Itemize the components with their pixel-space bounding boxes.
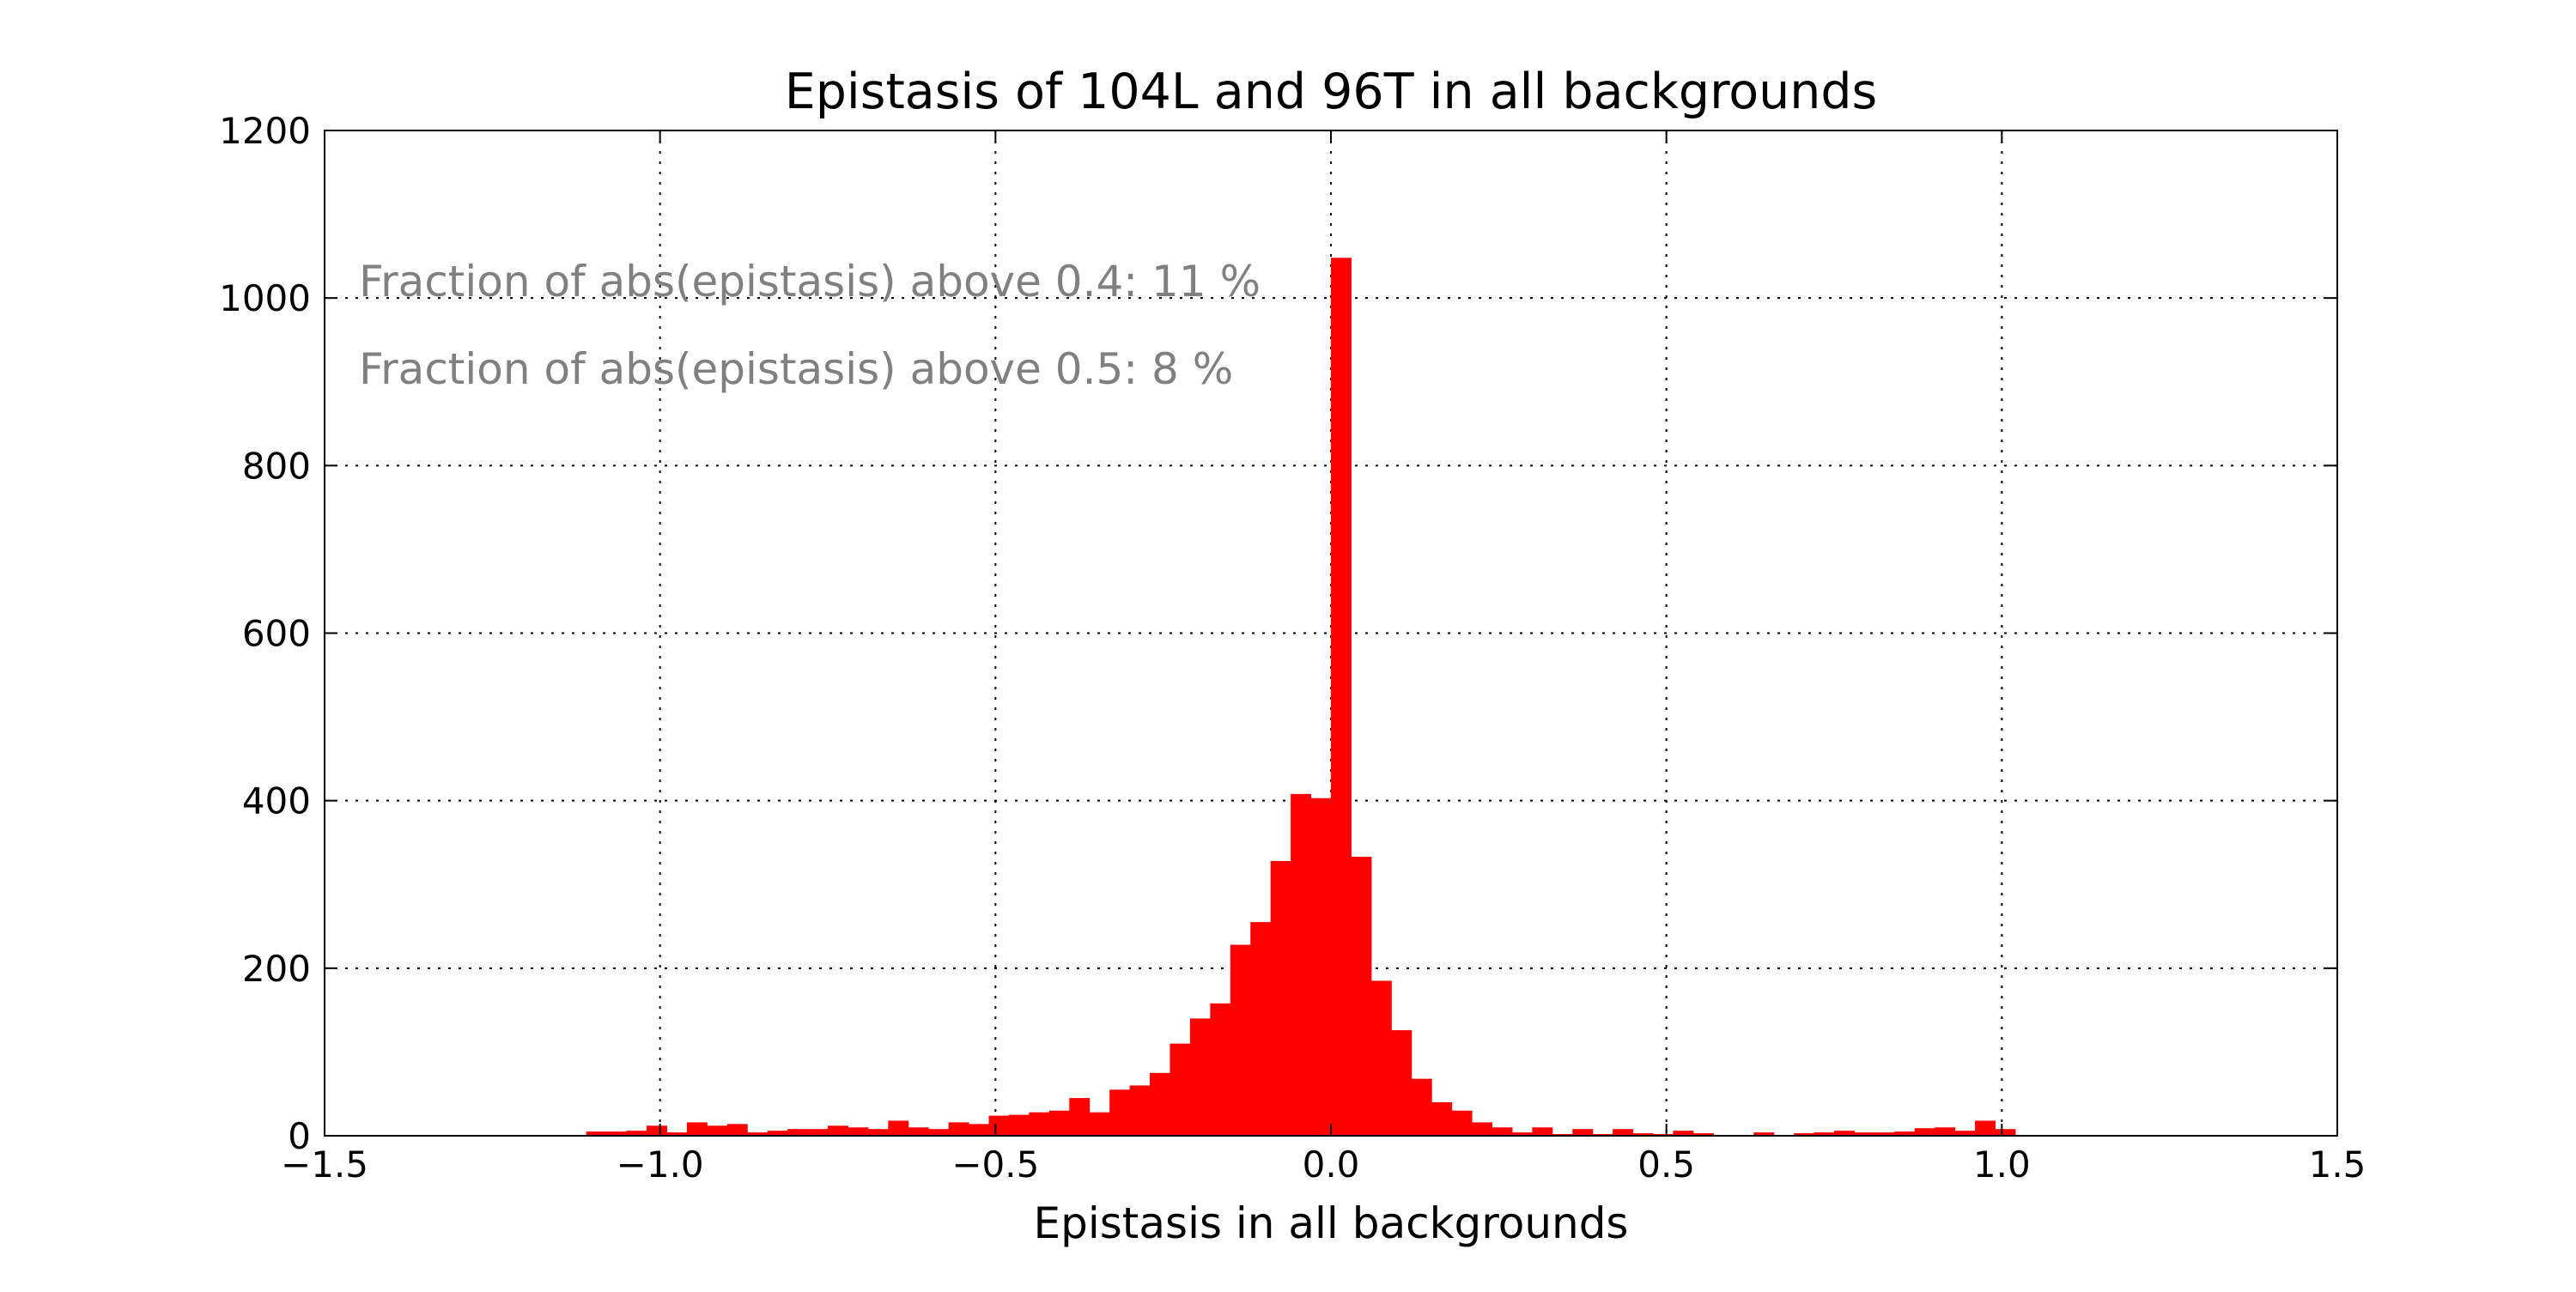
histogram-bar-44 [1472, 1122, 1493, 1136]
histogram-bar-69 [1975, 1120, 1996, 1136]
histogram-bar-67 [1935, 1127, 1956, 1136]
histogram-bar-4 [666, 1132, 688, 1136]
histogram-bar-65 [1894, 1131, 1916, 1136]
histogram-bar-2 [626, 1131, 647, 1136]
y-tick-label-0: 0 [288, 1115, 311, 1157]
x-tick-label-3: 0.0 [1303, 1143, 1360, 1186]
histogram-bar-33 [1250, 922, 1272, 1136]
histogram-bar-3 [647, 1125, 667, 1136]
x-tick-label-5: 1.0 [1973, 1143, 2031, 1186]
histogram-bar-54 [1673, 1131, 1694, 1136]
histogram-bar-35 [1291, 793, 1312, 1136]
histogram-bar-6 [707, 1125, 728, 1136]
histogram-bar-61 [1814, 1132, 1835, 1136]
histogram-bar-16 [908, 1127, 929, 1136]
histogram-bar-13 [848, 1127, 869, 1136]
histogram-bar-58 [1753, 1132, 1775, 1136]
x-tick-label-1: −1.0 [617, 1143, 704, 1186]
histogram-bar-19 [969, 1124, 990, 1136]
histogram-bar-25 [1089, 1112, 1110, 1136]
y-tick-label-1: 200 [242, 948, 311, 990]
histogram-bar-42 [1431, 1101, 1453, 1136]
histogram-bar-34 [1270, 860, 1291, 1136]
annotation-fraction-above-0-5: Fraction of abs(epistasis) above 0.5: 8 … [359, 344, 1233, 394]
histogram-bar-47 [1532, 1127, 1553, 1136]
histogram-bar-32 [1230, 944, 1251, 1136]
histogram-bar-36 [1310, 798, 1332, 1136]
x-tick-label-6: 1.5 [2309, 1143, 2366, 1186]
histogram-bar-10 [787, 1129, 809, 1136]
histogram-bar-26 [1109, 1089, 1131, 1136]
histogram-bar-30 [1189, 1018, 1211, 1136]
histogram-bar-18 [948, 1122, 969, 1136]
histogram-bar-39 [1370, 980, 1392, 1136]
histogram-bar-20 [988, 1115, 1010, 1136]
histogram-bar-45 [1492, 1127, 1513, 1136]
histogram-bar-7 [726, 1124, 748, 1136]
histogram-bar-31 [1210, 1003, 1231, 1136]
x-tick-label-4: 0.5 [1637, 1143, 1695, 1186]
histogram-bar-64 [1874, 1132, 1895, 1136]
histogram-bar-46 [1511, 1132, 1533, 1136]
histogram-bar-68 [1954, 1131, 1976, 1136]
histogram-bar-66 [1914, 1128, 1935, 1136]
histogram-bar-15 [888, 1120, 909, 1136]
histogram-bar-5 [686, 1122, 708, 1136]
histogram-bar-37 [1331, 258, 1352, 1136]
histogram-bar-27 [1129, 1085, 1151, 1136]
axis-ticks: −1.5 −1.0 −0.5 0.0 0.5 1.0 1.5 0 200 400 600 800 100… [219, 110, 2366, 1186]
histogram-bar-28 [1150, 1072, 1170, 1136]
annotation-fraction-above-0-4: Fraction of abs(epistasis) above 0.4: 11… [359, 257, 1261, 306]
histogram-bar-52 [1632, 1133, 1654, 1136]
x-tick-label-2: −0.5 [951, 1143, 1039, 1186]
histogram-bar-55 [1692, 1133, 1714, 1136]
y-tick-label-5: 1000 [219, 277, 311, 319]
histogram-bar-22 [1029, 1112, 1050, 1136]
histogram-bar-51 [1613, 1129, 1634, 1136]
y-tick-label-2: 400 [242, 780, 311, 822]
histogram-bar-41 [1411, 1078, 1432, 1136]
histogram-bar-43 [1451, 1110, 1473, 1136]
histogram-bar-0 [586, 1131, 607, 1136]
histogram-bar-17 [928, 1129, 950, 1136]
chart-title: Epistasis of 104L and 96T in all backgro… [785, 64, 1878, 120]
histogram-bar-11 [807, 1129, 829, 1136]
histogram-bar-8 [747, 1132, 769, 1136]
y-tick-label-3: 600 [242, 613, 311, 655]
histogram-bar-70 [1995, 1129, 2016, 1136]
histogram-bar-62 [1834, 1131, 1855, 1136]
y-tick-label-6: 1200 [219, 110, 311, 152]
histogram-bar-63 [1854, 1132, 1875, 1136]
histogram-bar-24 [1069, 1098, 1091, 1136]
histogram-bar-29 [1170, 1043, 1191, 1136]
histogram-bar-9 [767, 1131, 788, 1136]
x-tick-label-0: −1.5 [281, 1143, 368, 1186]
histogram-bar-23 [1048, 1110, 1070, 1136]
histogram-bar-21 [1008, 1114, 1030, 1136]
histogram-bar-12 [828, 1125, 848, 1136]
x-axis-label: Epistasis in all backgrounds [1034, 1198, 1629, 1248]
histogram-bar-1 [606, 1131, 628, 1136]
histogram-bar-40 [1391, 1030, 1413, 1136]
y-tick-label-4: 800 [242, 445, 311, 487]
histogram-bar-38 [1351, 857, 1372, 1136]
histogram-bar-49 [1572, 1129, 1594, 1136]
histogram-bar-60 [1794, 1133, 1815, 1136]
histogram-bar-14 [867, 1129, 889, 1136]
histogram-bars [586, 258, 2016, 1136]
